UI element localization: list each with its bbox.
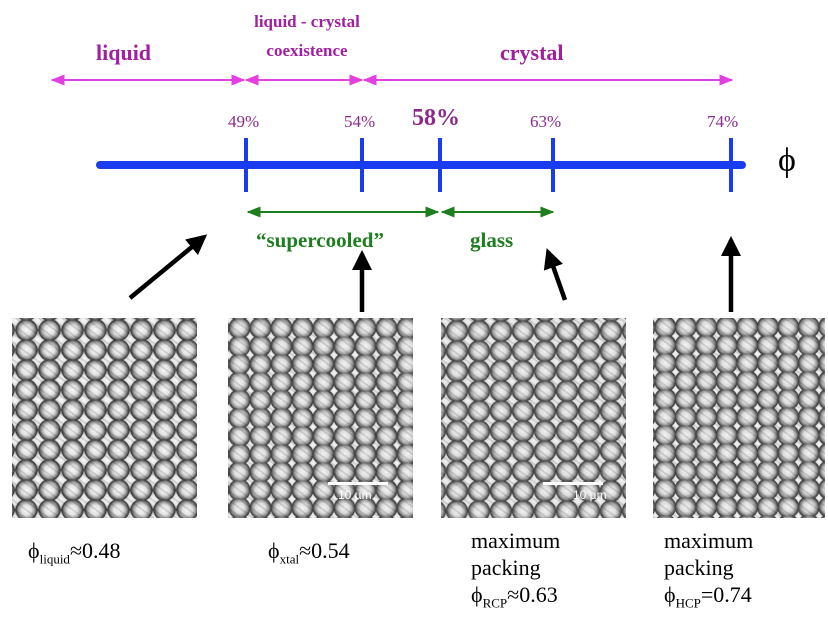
caption-liquid: ϕliquid≈0.48 — [28, 537, 121, 572]
coexistence-line2: coexistence — [266, 41, 348, 60]
caption-subscript: liquid — [39, 551, 70, 567]
caption-subscript: HCP — [675, 595, 701, 611]
caption-value: ≈0.63 — [507, 582, 558, 607]
phi-symbol: ϕ — [28, 538, 40, 563]
micrograph-texture — [228, 318, 413, 518]
scale-bar-label: 10 µm — [338, 488, 372, 502]
scale-bar-label: 10 µm — [573, 488, 607, 502]
phi-axis-symbol: ϕ — [778, 142, 796, 179]
supercooled-label: “supercooled” — [256, 228, 384, 252]
caption-subscript: xtal — [279, 551, 300, 567]
caption-value: ≈0.54 — [299, 538, 350, 563]
pointer-arrow-rcp — [543, 248, 568, 301]
caption-line1: maximum — [664, 528, 754, 553]
pointer-arrow-liquid — [128, 234, 208, 300]
phi-symbol: ϕ — [268, 538, 280, 563]
caption-line1: maximum — [471, 528, 561, 553]
phi-symbol: ϕ — [471, 582, 483, 607]
caption-rcp: maximum packing ϕRCP≈0.63 — [471, 527, 560, 616]
caption-value: ≈0.48 — [69, 538, 121, 563]
micrograph-texture — [653, 318, 825, 518]
micrograph-xtal: 10 µm — [228, 318, 413, 518]
caption-hcp: maximum packing ϕHCP=0.74 — [664, 527, 753, 616]
coexistence-label: liquid - crystal coexistence — [228, 11, 386, 62]
phi-symbol: ϕ — [664, 582, 676, 607]
liquid-label: liquid — [96, 40, 152, 65]
caption-line3: ϕRCP≈0.63 — [471, 581, 560, 616]
caption-line2: packing — [471, 555, 541, 580]
caption-line3: ϕHCP=0.74 — [664, 581, 753, 616]
caption-line2: packing — [664, 555, 734, 580]
scale-bar — [543, 482, 603, 485]
coexistence-line1: liquid - crystal — [254, 12, 360, 31]
tick-label-54: 54% — [344, 112, 376, 131]
tick-label-49: 49% — [228, 112, 260, 131]
tick-label-58: 58% — [412, 105, 460, 131]
tick-label-63: 63% — [530, 112, 562, 131]
caption-value: =0.74 — [700, 582, 752, 607]
caption-xtal: ϕxtal≈0.54 — [268, 537, 350, 572]
scale-bar — [328, 482, 388, 485]
caption-subscript: RCP — [482, 595, 508, 611]
glass-label: glass — [470, 228, 514, 252]
crystal-label: crystal — [500, 40, 564, 65]
tick-label-74: 74% — [707, 112, 739, 131]
micrograph-liquid — [12, 318, 197, 518]
micrograph-rcp: 10 µm — [441, 318, 626, 518]
micrograph-texture — [12, 318, 197, 518]
micrograph-hcp — [653, 318, 825, 518]
